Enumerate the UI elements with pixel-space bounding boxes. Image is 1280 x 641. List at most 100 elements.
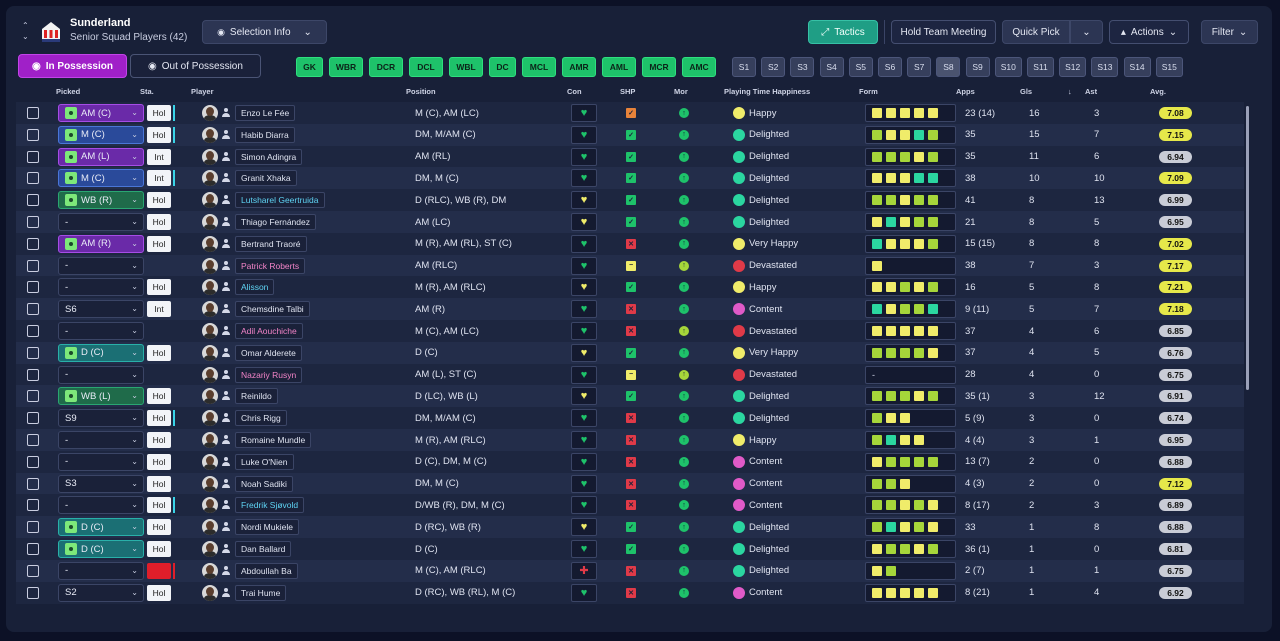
picked-select[interactable]: - ⌄ [58, 365, 144, 384]
table-row[interactable]: - ⌄ Hol Luke O'Nien D (C), DM, M (C) ♥ ✕ ↑ Conte… [16, 450, 1244, 473]
set-piece-chip[interactable]: S3 [790, 57, 815, 77]
col-playing-time-happiness[interactable]: Playing Time Happiness [724, 87, 811, 96]
set-piece-chip[interactable]: S1 [732, 57, 756, 77]
table-row[interactable]: WB (R) ⌄ Hol Lutsharel Geertruida D (RLC), W… [16, 189, 1244, 212]
picked-select[interactable]: M (C) ⌄ [58, 125, 144, 144]
picked-select[interactable]: AM (R) ⌄ [58, 234, 144, 253]
picked-select[interactable]: AM (L) ⌄ [58, 147, 144, 166]
col-position[interactable]: Position [406, 87, 436, 96]
row-checkbox[interactable] [27, 237, 39, 250]
player-name[interactable]: Thiago Fernández [235, 214, 316, 230]
set-piece-chip[interactable]: S5 [848, 57, 873, 77]
status-badge[interactable]: Hol [147, 214, 171, 230]
status-badge[interactable]: Int [147, 148, 171, 165]
picked-select[interactable]: - ⌄ [58, 256, 144, 275]
set-piece-chip[interactable]: S12 [1059, 57, 1087, 77]
row-checkbox[interactable] [27, 172, 39, 185]
status-badge[interactable]: Hol [147, 453, 171, 470]
status-badge[interactable]: Hol [147, 497, 171, 514]
player-name[interactable]: Habib Diarra [235, 126, 295, 143]
table-row[interactable]: M (C) ⌄ Int Granit Xhaka DM, M (C) ♥ ✓ ↑ Delight… [16, 167, 1244, 190]
player-name[interactable]: Trai Hume [235, 584, 287, 601]
selection-info-button[interactable]: ◉ Selection Info ⌄ [202, 20, 327, 44]
table-row[interactable]: S3 ⌄ Hol Noah Sadiki DM, M (C) ♥ ✕ ↑ Content 4 (3… [16, 472, 1244, 495]
table-row[interactable]: S2 ⌄ Hol Trai Hume D (RC), WB (RL), M (C) ♥ ✕ ↑… [16, 581, 1244, 604]
row-checkbox[interactable] [27, 564, 39, 577]
vertical-scrollbar[interactable] [1246, 106, 1249, 390]
picked-select[interactable]: - ⌄ [58, 322, 144, 340]
player-name[interactable]: Romaine Mundle [235, 432, 312, 448]
player-name[interactable]: Chemsdine Talbi [235, 301, 310, 318]
picked-select[interactable]: WB (L) ⌄ [58, 387, 144, 406]
quick-pick-button[interactable]: Quick Pick [1002, 20, 1070, 44]
row-checkbox[interactable] [27, 194, 39, 207]
status-badge[interactable]: Hol [147, 410, 171, 427]
table-row[interactable]: WB (L) ⌄ Hol Reinildo D (LC), WB (L) ♥ ✓ ↑ Delig… [16, 385, 1244, 408]
table-row[interactable]: - ⌄ Inj Abdoullah Ba M (C), AM (RLC) ✚ ✕ ↑ Delig… [16, 559, 1244, 582]
status-badge[interactable]: Hol [147, 126, 171, 143]
table-row[interactable]: - ⌄ Hol Fredrik Sjøvold D/WB (R), DM, M (C) ♥… [16, 494, 1244, 517]
player-name[interactable]: Noah Sadiki [235, 475, 293, 492]
row-checkbox[interactable] [27, 521, 39, 534]
table-row[interactable]: D (C) ⌄ Hol Nordi Mukiele D (RC), WB (R) ♥ ✓ ↑ D… [16, 516, 1244, 539]
club-name[interactable]: Sunderland [70, 17, 131, 29]
tab-in-possession[interactable]: ◉ In Possession [18, 54, 127, 78]
status-badge[interactable]: Hol [147, 432, 171, 448]
player-name[interactable]: Patrick Roberts [235, 257, 306, 274]
status-badge[interactable]: Hol [147, 235, 171, 252]
set-piece-chip[interactable]: S4 [819, 57, 844, 77]
row-checkbox[interactable] [27, 499, 39, 512]
player-name[interactable]: Bertrand Traoré [235, 235, 307, 252]
row-checkbox[interactable] [27, 303, 39, 316]
col-apps[interactable]: Apps [956, 87, 975, 96]
status-badge[interactable]: Hol [147, 388, 171, 405]
chevron-down-icon[interactable]: ⌄ [22, 32, 29, 41]
picked-select[interactable]: S9 ⌄ [58, 409, 144, 428]
row-checkbox[interactable] [27, 477, 39, 490]
col-gls[interactable]: Gls [1020, 87, 1033, 96]
position-chip[interactable]: DCR [369, 57, 403, 77]
status-badge[interactable]: Hol [147, 105, 171, 121]
status-badge[interactable]: Hol [147, 541, 171, 557]
table-row[interactable]: AM (L) ⌄ Int Simon Adingra AM (RL) ♥ ✓ ↑ Delight… [16, 145, 1244, 168]
picked-select[interactable]: - ⌄ [58, 561, 144, 580]
col-form[interactable]: Form [859, 87, 878, 96]
picked-select[interactable]: - ⌄ [58, 431, 144, 449]
row-checkbox[interactable] [27, 543, 39, 555]
row-checkbox[interactable] [27, 128, 39, 141]
table-row[interactable]: - ⌄ Hol Romaine Mundle M (R), AM (RLC) ♥ ✕ ↑ Hap… [16, 429, 1244, 451]
position-chip[interactable]: GK [296, 57, 323, 77]
set-piece-chip[interactable]: S9 [965, 57, 990, 77]
player-name[interactable]: Simon Adingra [235, 148, 303, 165]
picked-select[interactable]: D (C) ⌄ [58, 343, 144, 362]
status-badge[interactable]: Int [147, 170, 171, 187]
picked-select[interactable]: D (C) ⌄ [58, 540, 144, 558]
picked-select[interactable]: - ⌄ [58, 496, 144, 515]
hold-team-meeting-button[interactable]: Hold Team Meeting [891, 20, 996, 44]
table-row[interactable]: - ⌄ Nazariy Rusyn AM (L), ST (C) ♥ − ↑ Devastat… [16, 363, 1244, 386]
player-name[interactable]: Reinildo [235, 388, 278, 405]
set-piece-chip[interactable]: S14 [1123, 57, 1151, 77]
picked-select[interactable]: - ⌄ [58, 278, 144, 297]
row-checkbox[interactable] [27, 107, 39, 119]
row-checkbox[interactable] [27, 586, 39, 599]
player-name[interactable]: Chris Rigg [235, 410, 287, 427]
status-badge[interactable]: Inj [147, 562, 171, 579]
player-name[interactable]: Granit Xhaka [235, 170, 297, 187]
picked-select[interactable]: S3 ⌄ [58, 474, 144, 493]
table-row[interactable]: - ⌄ Patrick Roberts AM (RLC) ♥ − ↑ Devastated 38… [16, 254, 1244, 277]
player-name[interactable]: Omar Alderete [235, 344, 302, 361]
player-name[interactable]: Dan Ballard [235, 541, 292, 557]
col-player[interactable]: Player [191, 87, 214, 96]
col-con[interactable]: Con [567, 87, 582, 96]
row-checkbox[interactable] [27, 434, 39, 446]
picked-select[interactable]: S2 ⌄ [58, 583, 144, 602]
row-checkbox[interactable] [27, 390, 39, 403]
status-badge[interactable]: Hol [147, 519, 171, 536]
player-name[interactable]: Adil Aouchiche [235, 323, 303, 339]
picked-select[interactable]: S6 ⌄ [58, 300, 144, 319]
status-badge[interactable]: Hol [147, 279, 171, 296]
col-mor[interactable]: Mor [674, 87, 688, 96]
table-row[interactable]: - ⌄ Adil Aouchiche M (C), AM (LC) ♥ ✕ ↑ Devasta… [16, 320, 1244, 342]
col-ast[interactable]: Ast [1085, 87, 1098, 96]
